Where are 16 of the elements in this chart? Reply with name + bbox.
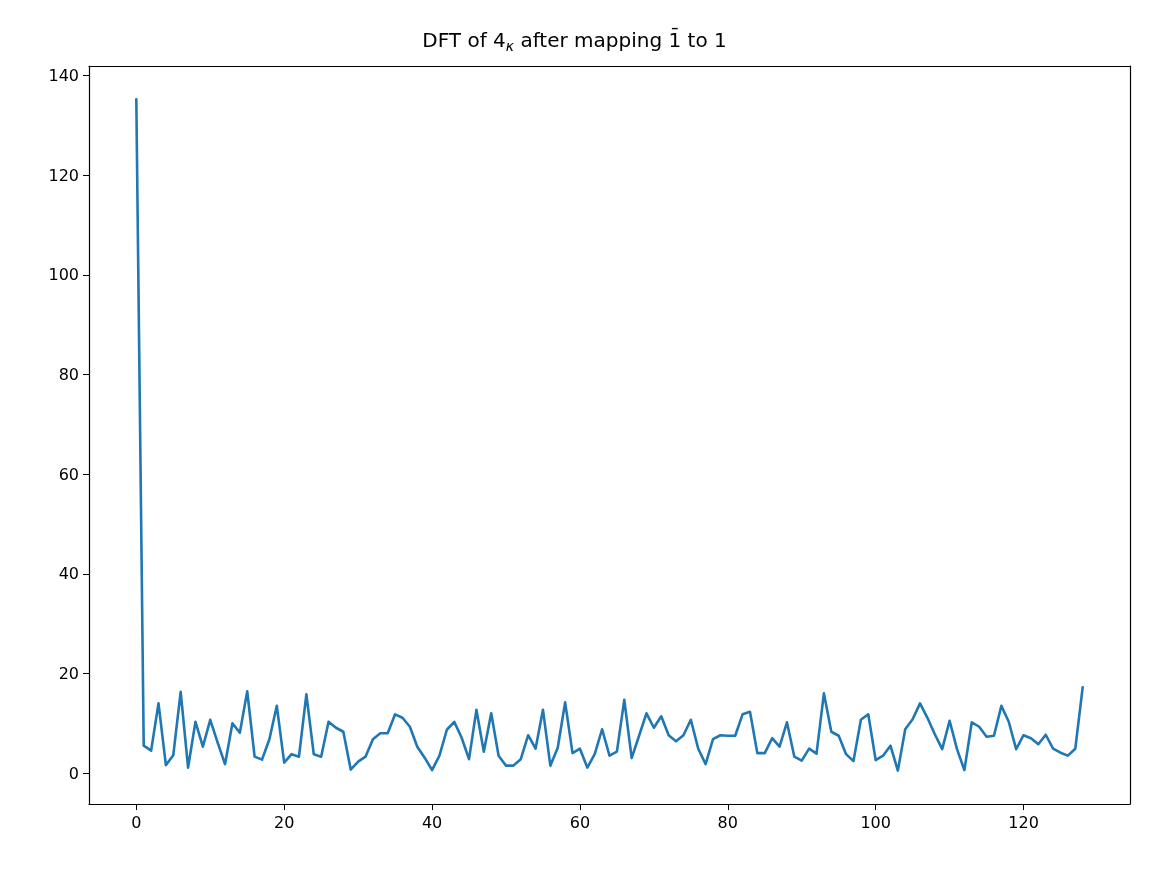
y-tick-label: 0 [68,763,79,783]
y-tick-label: 40 [58,564,79,584]
y-tick-label: 60 [58,464,79,484]
y-tick-label: 140 [48,65,79,85]
x-tick-label: 0 [131,812,142,832]
x-tick-label: 40 [421,812,443,832]
x-tick-label: 100 [860,812,891,832]
line-series [135,98,1084,772]
x-tick-label: 120 [1008,812,1039,832]
x-tick-label: 20 [274,812,295,832]
y-tick-label: 100 [48,265,79,285]
y-tick-label: 80 [58,364,79,384]
y-tick-label: 20 [58,663,79,683]
y-tick-label: 120 [48,165,79,185]
x-tick-label: 80 [717,812,738,832]
x-tick-label: 60 [569,812,591,832]
